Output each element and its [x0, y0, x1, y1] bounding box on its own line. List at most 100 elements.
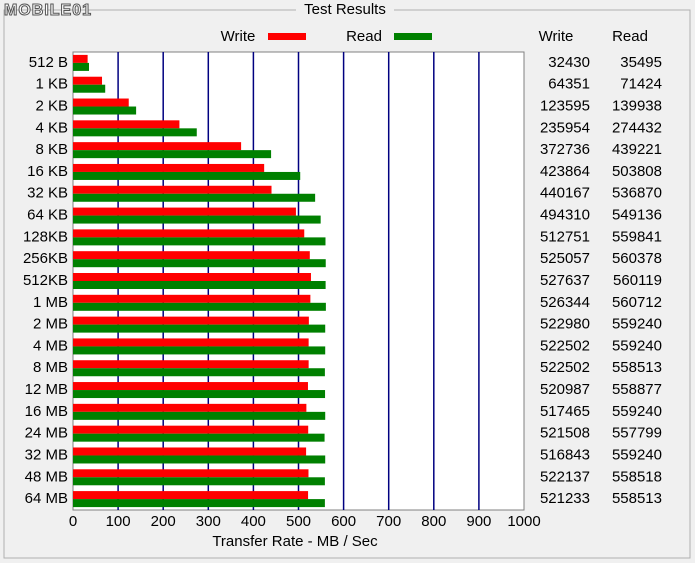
- x-axis-label: Transfer Rate - MB / Sec: [212, 533, 378, 550]
- bar: [73, 382, 308, 391]
- table-cell: 32430: [548, 54, 590, 71]
- bar: [73, 491, 309, 500]
- y-tick-label: 512 B: [29, 54, 68, 71]
- bar: [73, 76, 103, 85]
- x-tick-label: 300: [196, 513, 221, 530]
- bar: [73, 346, 326, 355]
- table-cell: 526344: [540, 294, 590, 311]
- table-cell: 560119: [613, 272, 662, 289]
- y-tick-label: 32 KB: [27, 185, 68, 202]
- table-cell: 527637: [540, 272, 590, 289]
- table-cell: 560712: [612, 294, 662, 311]
- y-tick-label: 4 KB: [35, 119, 68, 136]
- x-tick-label: 1000: [507, 513, 540, 530]
- y-tick-label: 2 KB: [35, 97, 68, 114]
- legend-label: Read: [346, 28, 382, 45]
- bar: [73, 251, 310, 260]
- bar: [73, 229, 305, 238]
- y-tick-label: 16 KB: [27, 163, 68, 180]
- y-tick-label: 64 KB: [27, 207, 68, 224]
- bar: [73, 360, 309, 369]
- bar: [73, 163, 265, 172]
- table-cell: 559240: [612, 316, 662, 333]
- bar: [73, 150, 272, 159]
- y-tick-label: 32 MB: [25, 446, 68, 463]
- table-cell: 123595: [540, 97, 590, 114]
- bar: [73, 338, 309, 347]
- y-tick-label: 4 MB: [33, 337, 68, 354]
- y-tick-label: 512KB: [23, 272, 68, 289]
- legend-swatch: [394, 33, 432, 40]
- table-cell: 558513: [612, 490, 662, 507]
- bar: [73, 142, 242, 151]
- bar: [73, 294, 311, 303]
- bar: [73, 447, 307, 456]
- table-cell: 516843: [540, 446, 590, 463]
- table-cell: 522502: [540, 359, 590, 376]
- bar: [73, 469, 309, 478]
- table-cell: 536870: [612, 185, 662, 202]
- table-header: Read: [612, 28, 648, 45]
- table-cell: 440167: [540, 185, 590, 202]
- bar: [73, 433, 325, 442]
- table-cell: 235954: [540, 119, 590, 136]
- x-tick-label: 900: [466, 513, 491, 530]
- bar: [73, 106, 137, 115]
- y-tick-label: 24 MB: [25, 425, 68, 442]
- x-tick-label: 600: [331, 513, 356, 530]
- bar: [73, 455, 326, 464]
- x-tick-label: 700: [376, 513, 401, 530]
- bar: [73, 54, 88, 63]
- y-tick-label: 8 KB: [35, 141, 68, 158]
- table-cell: 512751: [540, 228, 590, 245]
- bar: [73, 281, 326, 289]
- y-tick-label: 64 MB: [25, 490, 68, 507]
- table-cell: 522137: [540, 468, 590, 485]
- table-cell: 494310: [540, 207, 590, 224]
- bar: [73, 499, 325, 508]
- title-bg: [296, 0, 394, 20]
- bar: [73, 259, 326, 268]
- y-tick-label: 256KB: [23, 250, 68, 267]
- bar: [73, 316, 309, 325]
- y-tick-label: 8 MB: [33, 359, 68, 376]
- y-tick-label: 1 KB: [35, 76, 68, 93]
- bar: [73, 403, 307, 412]
- bar: [73, 120, 180, 129]
- bar: [73, 368, 325, 377]
- table-cell: 274432: [612, 119, 662, 136]
- table-cell: 522502: [540, 337, 590, 354]
- table-cell: 558877: [612, 381, 662, 398]
- table-cell: 503808: [612, 163, 662, 180]
- table-header: Write: [539, 28, 574, 45]
- table-cell: 559240: [612, 403, 662, 420]
- table-cell: 64351: [548, 76, 590, 93]
- y-tick-label: 1 MB: [33, 294, 68, 311]
- table-cell: 439221: [612, 141, 662, 158]
- x-tick-label: 0: [69, 513, 77, 530]
- table-cell: 423864: [540, 163, 590, 180]
- x-tick-label: 400: [241, 513, 266, 530]
- chart-title: Test Results: [304, 1, 386, 18]
- y-tick-label: 12 MB: [25, 381, 68, 398]
- bar: [73, 193, 316, 202]
- bar: [73, 128, 197, 137]
- bar: [73, 171, 301, 180]
- bar: [73, 390, 326, 399]
- table-cell: 139938: [612, 97, 662, 114]
- table-cell: 520987: [540, 381, 590, 398]
- table-cell: 559240: [612, 337, 662, 354]
- x-tick-label: 500: [286, 513, 311, 530]
- bar: [73, 185, 272, 194]
- y-tick-label: 48 MB: [25, 468, 68, 485]
- bar: [73, 84, 106, 93]
- table-cell: 35495: [620, 54, 662, 71]
- table-cell: 525057: [540, 250, 590, 267]
- watermark: MOBILE01: [4, 2, 92, 19]
- bar: [73, 98, 129, 107]
- y-tick-label: 128KB: [23, 228, 68, 245]
- bar: [73, 62, 90, 71]
- bar: [73, 411, 326, 420]
- table-cell: 517465: [540, 403, 590, 420]
